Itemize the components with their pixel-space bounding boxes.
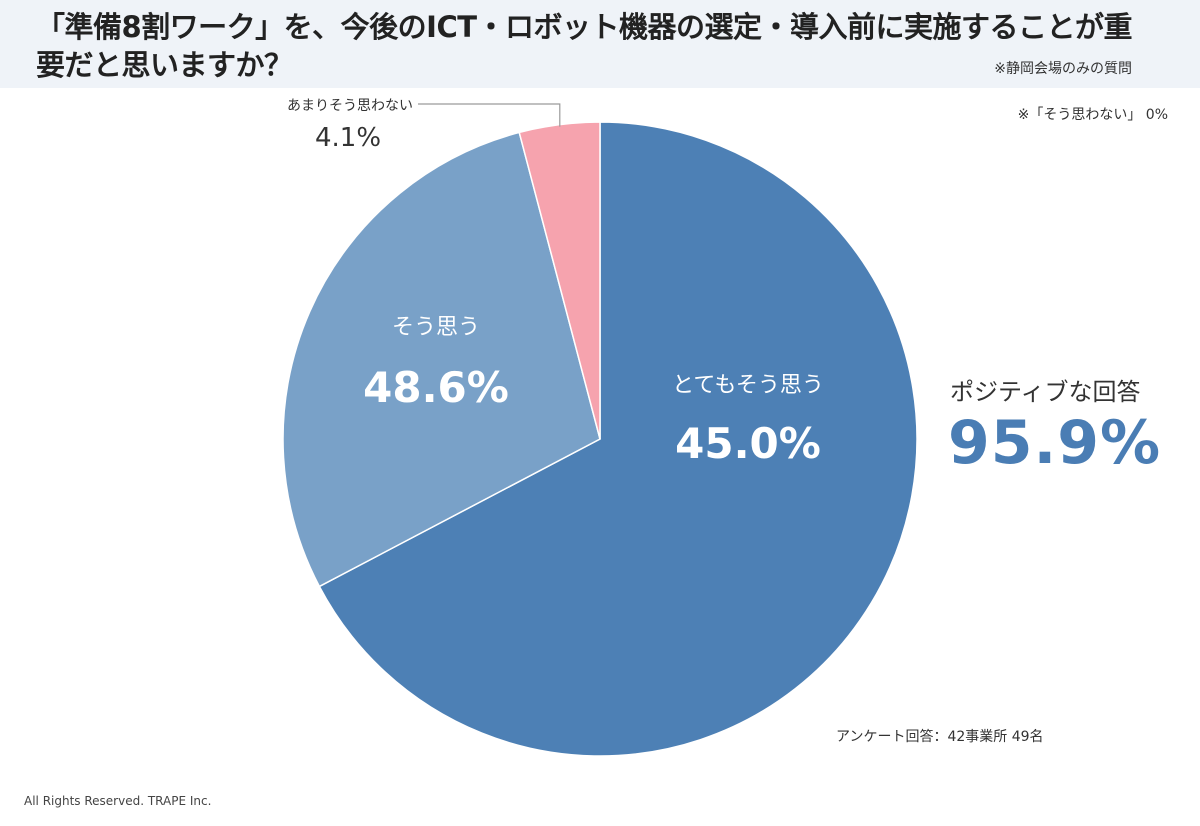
leader-line-3 — [418, 103, 561, 127]
page-title: 「準備8割ワーク」を、今後のICT・ロボット機器の選定・導入前に実施することが重… — [36, 10, 1133, 82]
slice-value-3: 4.1% — [315, 123, 381, 153]
copyright: All Rights Reserved. TRAPE Inc. — [24, 794, 212, 808]
pie-slices — [282, 121, 918, 757]
pie-slice-1 — [318, 121, 918, 757]
title-band — [0, 0, 1200, 88]
slice-value-1: 45.0% — [675, 419, 821, 468]
subnote: ※静岡会場のみの質問 — [994, 61, 1132, 77]
zero-note: ※「そう思わない」 0% — [1017, 107, 1168, 123]
slice-value-2: 48.6% — [363, 363, 509, 412]
pie-leader-lines — [418, 103, 561, 127]
survey-note: アンケート回答：42事業所 49名 — [836, 729, 1044, 745]
slice-label-3: あまりそう思わない — [287, 98, 413, 114]
pie-labels: とてもそう思う 45.0% そう思う 48.6% あまりそう思わない 4.1% — [287, 98, 824, 468]
positive-value: 95.9% — [948, 408, 1162, 478]
slice-label-2: そう思う — [392, 315, 480, 340]
positive-label: ポジティブな回答 — [950, 378, 1141, 406]
pie-slice-2 — [282, 131, 601, 588]
slice-label-1: とてもそう思う — [672, 373, 824, 398]
